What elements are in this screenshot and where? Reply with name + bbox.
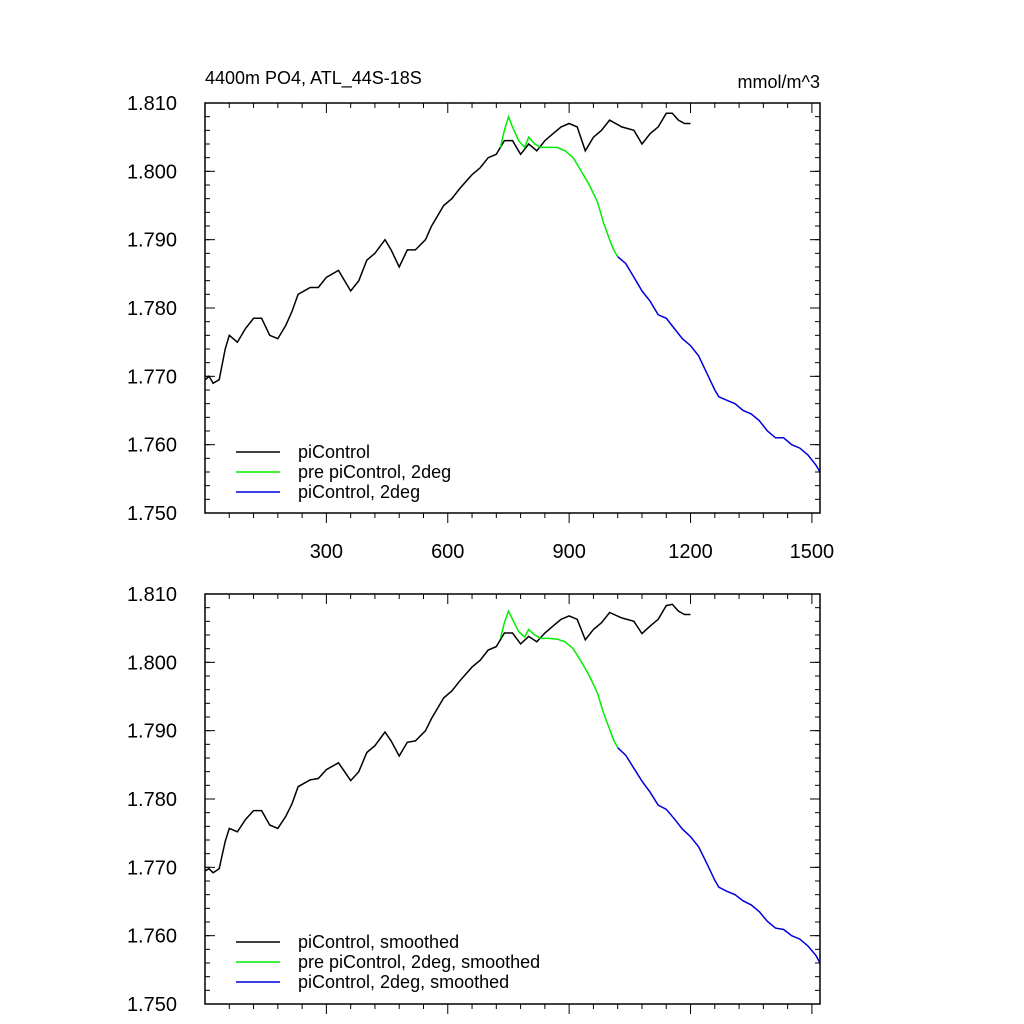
x-tick-label: 1200: [668, 541, 713, 563]
y-tick-label: 1.800: [127, 161, 177, 183]
legend-label: piControl: [298, 442, 370, 462]
y-tick-label: 1.800: [127, 652, 177, 674]
series-line-1: [499, 114, 619, 258]
series-line-0: [205, 603, 691, 874]
bottom-panel-ticks: 1.750 1.760 1.770 1.780 1.790 1.800 1.810: [127, 584, 820, 1016]
series-line-2: [617, 747, 821, 964]
y-tick-label: 1.750: [127, 994, 177, 1016]
series-line-0: [204, 112, 691, 385]
y-tick-label: 1.750: [127, 503, 177, 525]
chart-title: 4400m PO4, ATL_44S-18S: [205, 68, 422, 89]
y-tick-label: 1.810: [127, 584, 177, 606]
bottom-panel-marks: [205, 603, 821, 964]
series-line-1: [499, 609, 619, 749]
y-tick-label: 1.770: [127, 857, 177, 879]
legend-label: piControl, 2deg, smoothed: [298, 972, 509, 992]
legend-label: pre piControl, 2deg: [298, 462, 451, 482]
legend-label: pre piControl, 2deg, smoothed: [298, 952, 540, 972]
y-tick-label: 1.810: [127, 93, 177, 115]
top-panel-marks: [204, 112, 821, 473]
series-line-2: [617, 256, 821, 473]
y-tick-label: 1.780: [127, 298, 177, 320]
bottom-panel: 1.750 1.760 1.770 1.780 1.790 1.800 1.810 piCo…: [127, 584, 821, 1016]
x-tick-label: 900: [552, 541, 585, 563]
y-tick-label: 1.790: [127, 230, 177, 252]
x-tick-label: 1500: [790, 541, 835, 563]
legend-label: piControl, 2deg: [298, 482, 420, 502]
top-panel-ticks: 1.750 1.760 1.770 1.780 1.790 1.800 1.810 300 60…: [127, 93, 834, 563]
top-panel: 4400m PO4, ATL_44S-18S mmol/m^3 1.7501.7…: [127, 68, 834, 563]
x-tick-label: 300: [310, 541, 343, 563]
units-label: mmol/m^3: [738, 72, 820, 92]
y-tick-label: 1.770: [127, 366, 177, 388]
y-tick-label: 1.790: [127, 721, 177, 743]
legend-label: piControl, smoothed: [298, 932, 459, 952]
x-tick-label: 600: [431, 541, 464, 563]
y-tick-label: 1.760: [127, 926, 177, 948]
y-tick-label: 1.760: [127, 435, 177, 457]
y-tick-label: 1.780: [127, 789, 177, 811]
